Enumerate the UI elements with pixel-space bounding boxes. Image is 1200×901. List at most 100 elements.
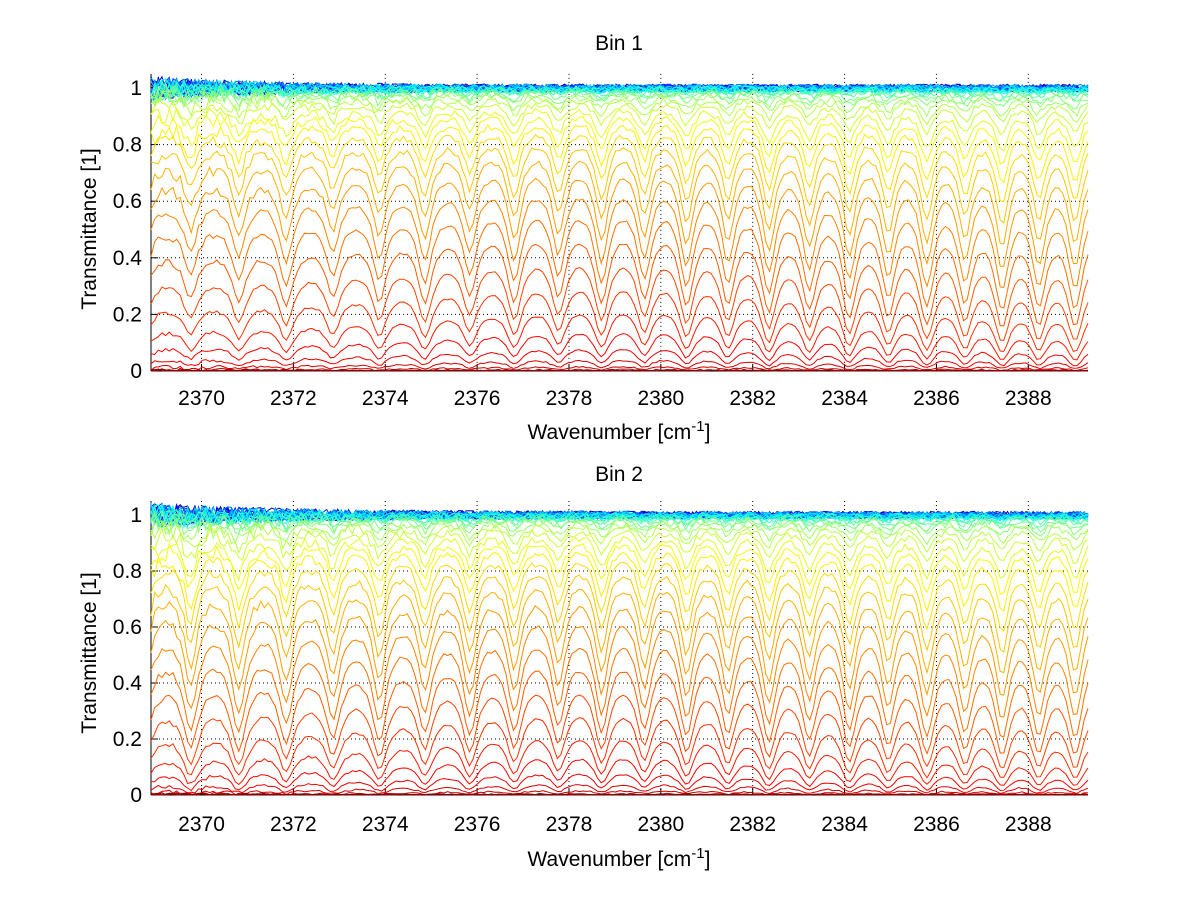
subplot2-x-axis-label: Wavenumber [cm-1] [528,845,711,871]
spectrum-curve [150,160,1089,245]
x-tick-label: 2376 [454,387,501,410]
spectrum-curve [150,740,1089,786]
spectrum-curve [150,177,1089,267]
subplot2-xlabel-prefix: Wavenumber [cm [528,848,692,871]
spectrum-curve [150,123,1089,184]
spectrum-curve [150,106,1089,153]
x-tick-label: 2378 [546,813,593,836]
y-tick-label: 0.8 [113,134,142,157]
grid-lines [151,501,1088,795]
spectrum-curve [150,511,1089,537]
x-tick-label: 2370 [178,387,225,410]
spectrum-curve [150,146,1089,224]
axes-frame [150,501,1088,796]
spectra-curves [150,75,1089,372]
x-tick-label: 2372 [270,813,317,836]
spectrum-curve [150,520,1089,555]
y-tick-label: 0.8 [113,560,142,583]
subplot1-xlabel-superscript: -1 [691,418,704,435]
y-tick-label: 0.6 [113,190,142,213]
spectrum-curve [150,243,1089,327]
spectrum-curve [151,368,1089,372]
spectrum-curve [150,561,1089,632]
spectrum-curve [150,508,1089,527]
spectrum-curve [150,266,1089,341]
x-tick-label: 2374 [362,813,409,836]
spectrum-curve [150,574,1089,653]
y-tick-label: 1 [130,504,142,527]
spectrum-curve [150,91,1089,126]
x-tick-label: 2382 [729,387,776,410]
spectrum-curve [150,333,1089,367]
y-tick-label: 0.4 [113,672,143,695]
spectrum-curve [150,605,1089,697]
x-tick-label: 2388 [1005,387,1052,410]
y-tick-label: 0.2 [113,303,142,326]
x-tick-label: 2378 [546,387,593,410]
spectrum-curve [150,542,1089,595]
spectrum-curve [150,551,1089,613]
x-tick-label: 2370 [178,813,225,836]
spectrum-curve [150,717,1089,779]
subplot-bin-1: 2370 2372 2374 2376 2378 2380 2382 2384 2386 2388… [113,73,1089,410]
spectrum-curve [150,509,1089,535]
spectrum-curve [150,81,1089,105]
subplot1-xlabel-prefix: Wavenumber [cm [528,421,692,444]
spectrum-curve [151,792,1088,796]
spectrum-curve [150,694,1089,769]
x-tick-label: 2376 [454,813,501,836]
x-tick-label: 2374 [362,387,409,410]
subplot2-xlabel-suffix: ] [705,848,711,871]
spectrum-curve [150,773,1089,795]
y-tick-label: 0 [130,360,142,383]
spectrum-curve [150,503,1089,529]
spectrum-curve [150,535,1089,582]
spectrum-curve [150,314,1089,361]
spectrum-curve [150,758,1089,792]
spectrum-curve [150,81,1089,103]
spectrum-curve [150,114,1089,165]
x-tick-label: 2386 [913,387,960,410]
x-tick-label: 2372 [270,387,317,410]
x-tick-label: 2380 [637,387,684,410]
subplot-bin-2: 2370 2372 2374 2376 2378 2380 2382 2384 2386 2388… [113,501,1089,836]
spectrum-curve [150,647,1089,739]
x-tick-label: 2382 [729,813,776,836]
spectrum-curve [150,670,1089,755]
plots-layer: 2370 2372 2374 2376 2378 2380 2382 2384 2386 2388… [113,73,1089,836]
x-tick-label: 2384 [821,387,868,410]
x-tick-label: 2388 [1005,813,1052,836]
subplot1-xlabel-suffix: ] [705,421,711,444]
spectrum-curve [150,588,1089,675]
subplot1-x-axis-label: Wavenumber [cm-1] [528,418,711,444]
subplot2-xlabel-superscript: -1 [691,845,704,862]
y-tick-label: 0 [130,784,142,807]
spectrum-curve [150,784,1089,796]
spectrum-curve [150,359,1089,372]
tick-labels: 2370 2372 2374 2376 2378 2380 2382 2384 2386 2388… [113,77,1052,410]
spectrum-curve [150,527,1089,564]
subplot1-y-axis-label: Transmittance [1] [78,148,101,309]
x-tick-label: 2386 [913,813,960,836]
y-tick-label: 1 [130,77,142,100]
subplot1-title: Bin 1 [595,32,643,55]
y-tick-label: 0.2 [113,728,142,751]
x-tick-label: 2380 [637,813,684,836]
y-tick-label: 0.4 [113,247,143,270]
spectrum-curve [150,98,1089,136]
subplot2-y-axis-label: Transmittance [1] [78,572,101,733]
subplot2-title: Bin 2 [595,463,643,486]
spectrum-curve [150,291,1089,353]
tick-labels: 2370 2372 2374 2376 2378 2380 2382 2384 2386 2388… [113,504,1052,836]
spectrum-curve [150,219,1089,309]
y-tick-label: 0.6 [113,616,142,639]
x-tick-label: 2384 [821,813,868,836]
spectra-curves [150,502,1089,796]
spectrum-curve [150,84,1089,110]
spectrum-curve [150,625,1089,718]
spectrum-curve [150,133,1089,202]
spectrum-curve [150,349,1089,370]
spectrum-curve [150,198,1089,288]
